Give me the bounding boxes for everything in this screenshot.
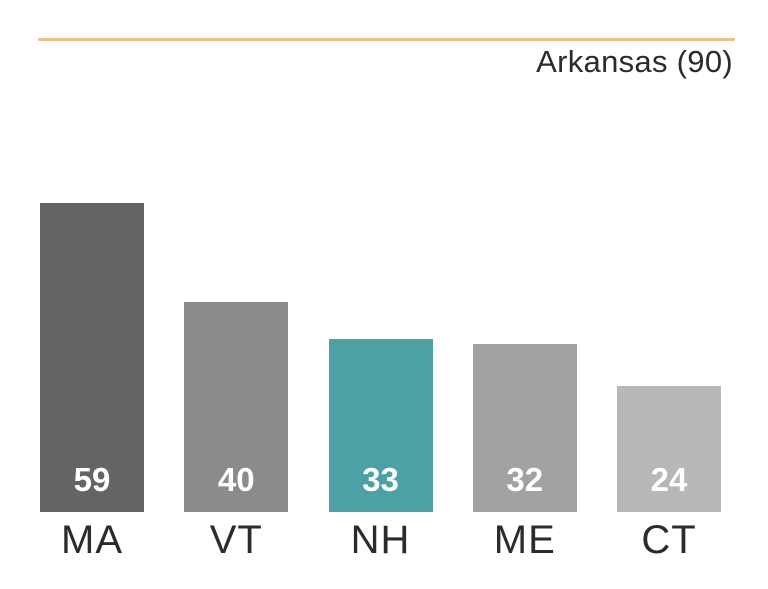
bar-column-vt: 40 VT: [184, 302, 289, 562]
bar-ma: 59: [40, 203, 144, 512]
bar-value-label: 24: [650, 461, 688, 498]
bar-column-ct: 24 CT: [617, 386, 721, 560]
bar-category-label: VT: [209, 518, 263, 562]
bar-category-label: CT: [641, 518, 697, 562]
bar-category-label: NH: [350, 518, 411, 562]
bar-column-ma: 59 MA: [40, 203, 144, 560]
bar-column-me: 32 ME: [472, 344, 577, 562]
bar-column-nh: 33 NH: [328, 339, 433, 562]
bar-vt: 40: [184, 302, 289, 512]
bar-category-label: MA: [61, 518, 123, 562]
bar-nh-highlighted: 33: [328, 339, 433, 512]
title-divider-line: [38, 38, 735, 41]
bar-value-label: 40: [217, 461, 255, 498]
bar-category-label: ME: [493, 518, 556, 562]
bar-value-label: 59: [73, 461, 111, 498]
bar-ct: 24: [617, 386, 721, 512]
chart-title: Arkansas (90): [536, 44, 733, 79]
bar-value-label: 32: [506, 461, 544, 498]
bar-value-label: 33: [362, 461, 399, 498]
bar-me: 32: [472, 344, 577, 512]
bar-chart: 59 MA 40 VT 33 NH 32 ME 24 CT: [40, 203, 721, 560]
